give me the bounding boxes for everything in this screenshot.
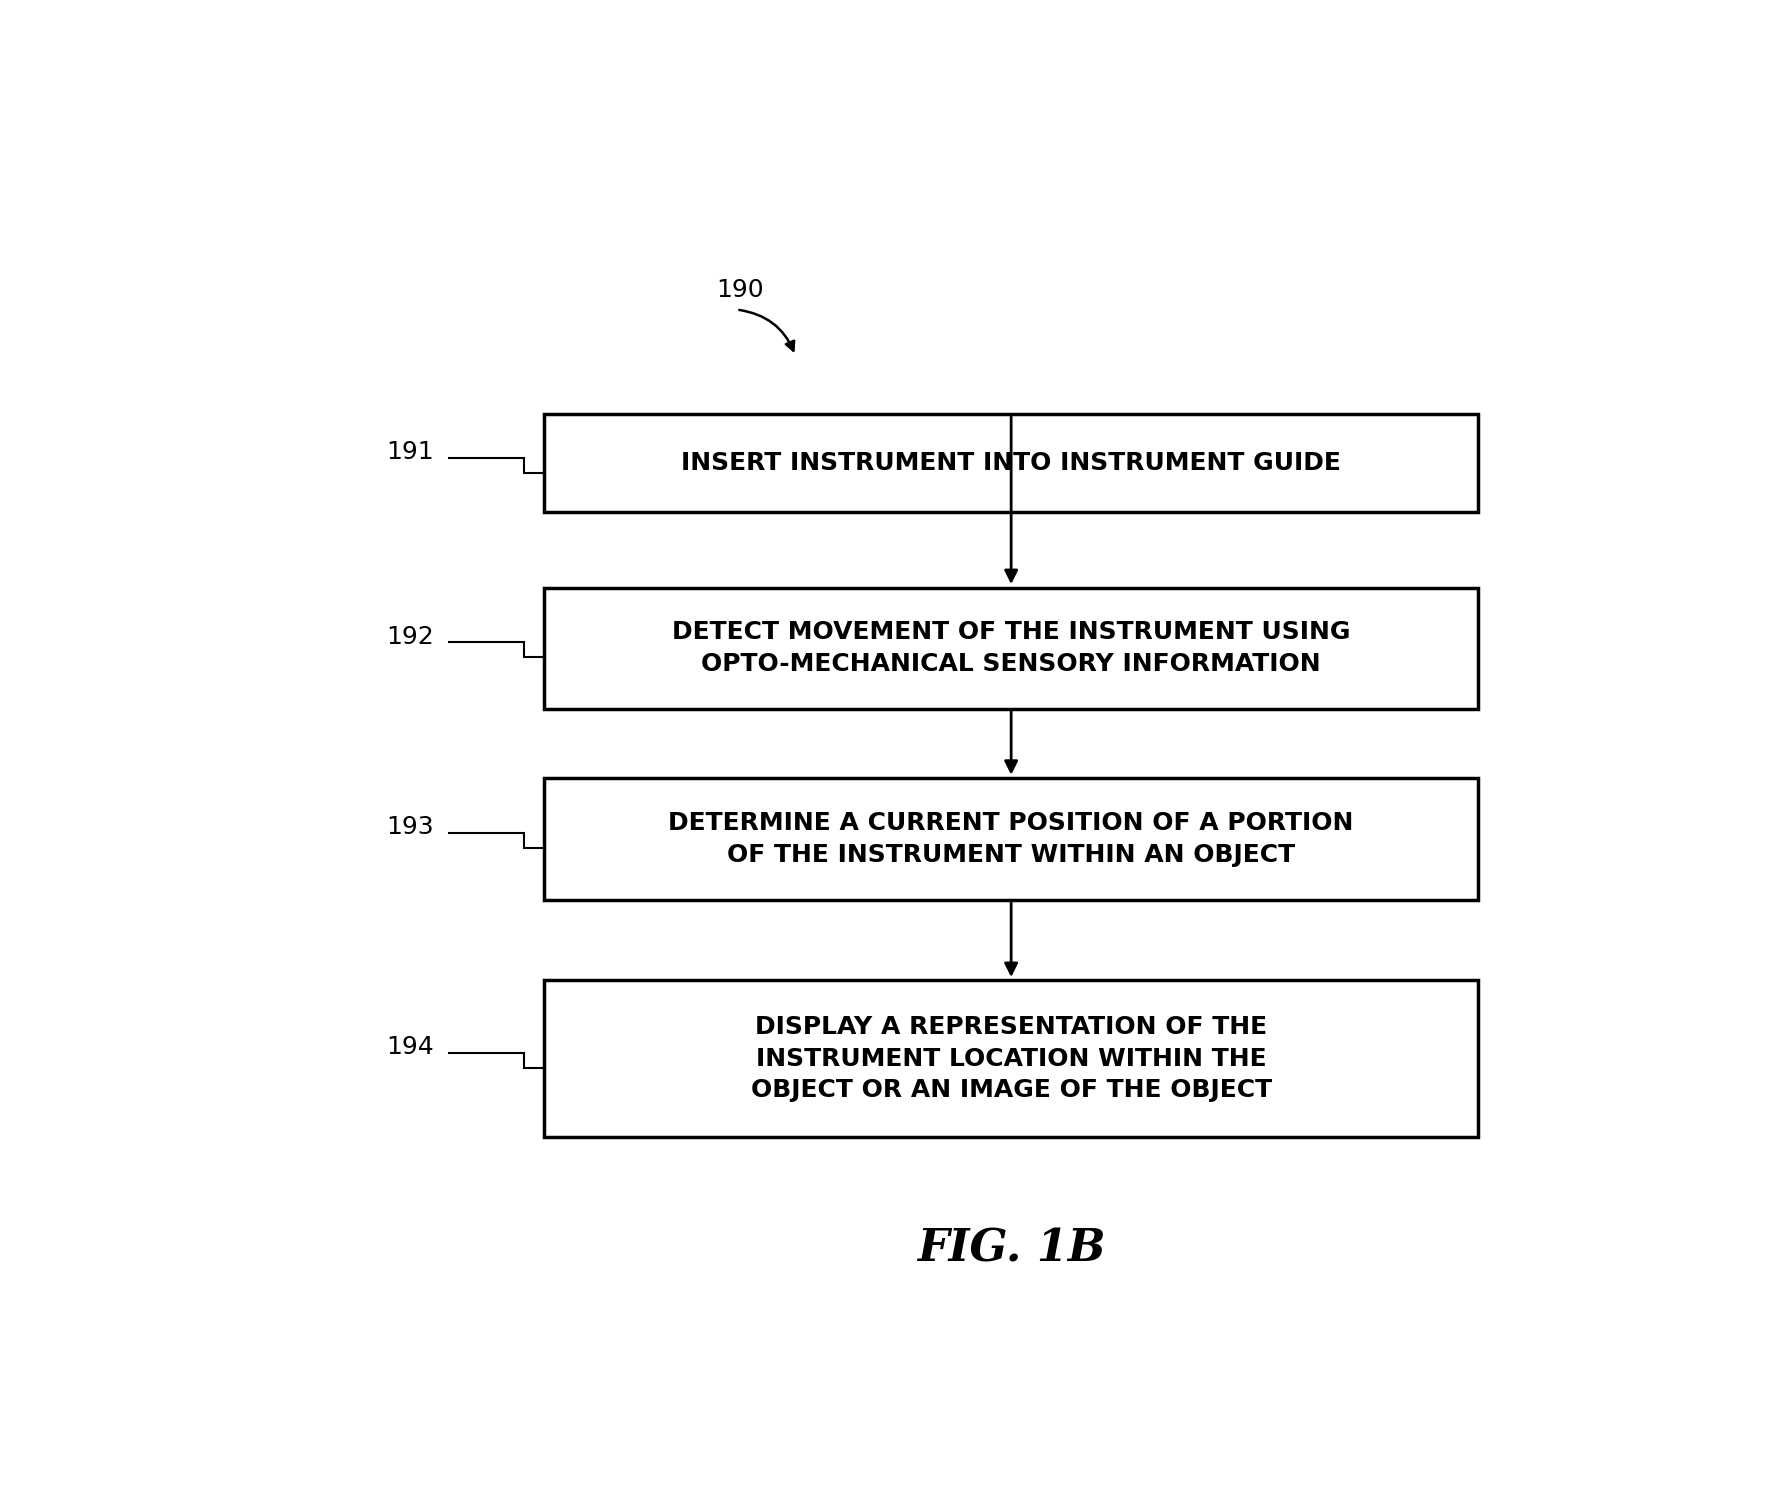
- Text: FIG. 1B: FIG. 1B: [916, 1228, 1106, 1271]
- FancyBboxPatch shape: [544, 778, 1478, 899]
- Text: DISPLAY A REPRESENTATION OF THE
INSTRUMENT LOCATION WITHIN THE
OBJECT OR AN IMAG: DISPLAY A REPRESENTATION OF THE INSTRUME…: [751, 1015, 1272, 1102]
- FancyBboxPatch shape: [544, 980, 1478, 1136]
- Text: 191: 191: [386, 440, 434, 464]
- Text: 194: 194: [386, 1036, 434, 1058]
- Text: DETERMINE A CURRENT POSITION OF A PORTION
OF THE INSTRUMENT WITHIN AN OBJECT: DETERMINE A CURRENT POSITION OF A PORTIO…: [668, 811, 1354, 866]
- Text: INSERT INSTRUMENT INTO INSTRUMENT GUIDE: INSERT INSTRUMENT INTO INSTRUMENT GUIDE: [680, 452, 1341, 476]
- Text: DETECT MOVEMENT OF THE INSTRUMENT USING
OPTO-MECHANICAL SENSORY INFORMATION: DETECT MOVEMENT OF THE INSTRUMENT USING …: [672, 620, 1350, 675]
- Text: 190: 190: [716, 278, 764, 302]
- Text: 192: 192: [386, 624, 434, 648]
- Text: 193: 193: [386, 815, 434, 839]
- FancyBboxPatch shape: [544, 414, 1478, 512]
- FancyBboxPatch shape: [544, 587, 1478, 708]
